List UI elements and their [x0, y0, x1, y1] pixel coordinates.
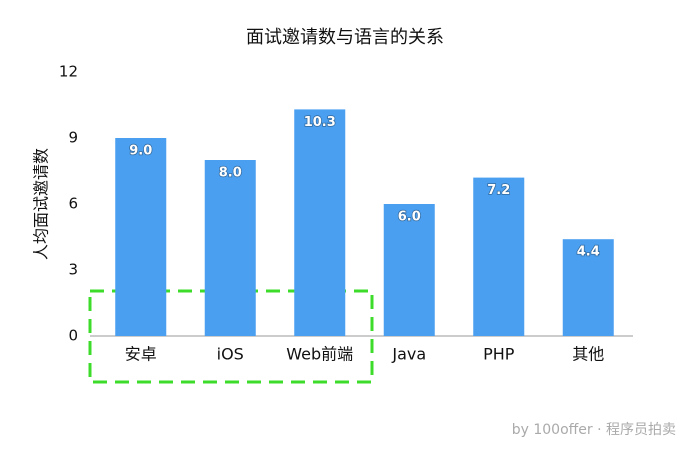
- value-label: 9.0: [129, 144, 152, 159]
- y-tick-label: 3: [68, 261, 78, 279]
- y-tick-label: 9: [68, 129, 78, 147]
- bar: [383, 204, 435, 336]
- y-tick-label: 12: [59, 63, 78, 81]
- value-label: 4.4: [577, 245, 600, 260]
- x-tick-label: PHP: [483, 345, 515, 364]
- bar: [204, 160, 256, 336]
- x-tick-label: iOS: [217, 345, 244, 364]
- x-tick-label: 安卓: [125, 345, 157, 364]
- bar: [473, 177, 525, 336]
- bar: [562, 239, 614, 336]
- y-tick-label: 0: [68, 327, 78, 345]
- bar: [115, 138, 167, 336]
- x-tick-label: 其他: [572, 345, 604, 364]
- chart-title: 面试邀请数与语言的关系: [246, 27, 444, 48]
- watermark: by 100offer · 程序员拍卖: [512, 422, 676, 438]
- y-tick-label: 6: [68, 195, 78, 213]
- value-label: 8.0: [219, 166, 242, 181]
- bar: [294, 109, 346, 337]
- value-label: 10.3: [304, 115, 336, 130]
- y-axis-label: 人均面试邀请数: [32, 148, 51, 260]
- x-tick-label: Web前端: [286, 345, 353, 364]
- x-tick-label: Java: [391, 345, 426, 364]
- value-label: 6.0: [398, 210, 421, 225]
- value-label: 7.2: [487, 183, 510, 198]
